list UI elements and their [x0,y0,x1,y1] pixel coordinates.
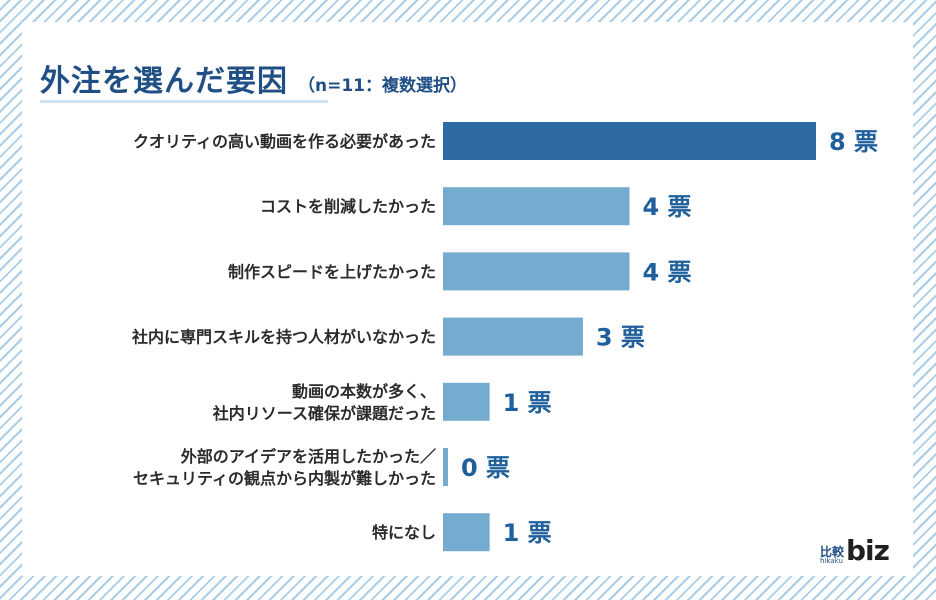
chart-title: 外注を選んだ要因 [40,64,288,99]
value-label-4: 1 票 [503,389,552,417]
category-label-5-line-0: 外部のアイデアを活用したかった／ [180,447,436,466]
category-label-4-line-0: 動画の本数が多く、 [292,382,436,401]
value-label-1: 4 票 [643,193,692,221]
logo-biz-text: biz [846,534,890,567]
logo-romaji-text: hikaku [820,557,843,565]
title-underline [40,100,328,103]
bar-3 [443,317,583,356]
category-label-2: 制作スピードを上げたかった [228,262,436,281]
category-label-3: 社内に専門スキルを持つ人材がいなかった [131,328,436,347]
category-label-5-line-1: セキュリティの観点から内製が難しかった [133,469,436,488]
chart-header: 外注を選んだ要因 （n=11：複数選択） [40,56,467,102]
category-label-6: 特になし [372,523,436,542]
value-label-3: 3 票 [596,324,645,352]
bar-2 [443,252,630,291]
bar-0 [443,122,816,160]
bar-4 [443,382,490,421]
category-label-0: クオリティの高い動画を作る必要があった [133,132,436,151]
hikaku-biz-logo: 比較 hikaku biz [820,535,904,565]
value-label-2: 4 票 [643,258,692,286]
logo-jp-group: 比較 hikaku [820,546,844,565]
bar-5 [443,448,448,486]
logo-jp-text: 比較 [820,545,845,559]
chart-subtitle: （n=11：複数選択） [298,76,468,96]
category-label-1: コストを削減したかった [260,197,436,216]
category-label-4-line-1: 社内リソース確保が課題だった [212,404,436,423]
value-label-6: 1 票 [503,519,552,547]
bar-6 [443,513,490,552]
value-label-5: 0 票 [461,454,510,482]
chart-panel [22,22,913,576]
value-label-0: 8 票 [829,128,878,156]
bar-1 [443,187,630,226]
